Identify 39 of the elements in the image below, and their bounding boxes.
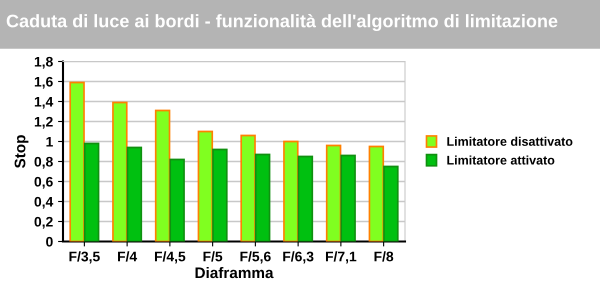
chart-title: Caduta di luce ai bordi - funzionalità dell'algoritmo di limitazione (6, 14, 558, 32)
y-tick-label: 1 (46, 136, 53, 147)
x-tick-label: F/4,5 (154, 251, 186, 264)
x-tick-label: F/7,1 (326, 251, 356, 264)
y-tick-label: 0,4 (34, 196, 54, 209)
y-tick-label: 0,8 (34, 156, 53, 169)
y-tick-label: 0,6 (34, 176, 53, 189)
x-tick-label: F/5 (204, 251, 222, 262)
bar (254, 154, 270, 242)
bar (212, 148, 228, 242)
bar (298, 156, 314, 242)
legend-label: Limitatore disattivato (447, 136, 572, 146)
bar (383, 166, 399, 242)
bar (126, 146, 142, 242)
y-tick-label: 0 (46, 236, 53, 247)
bar (112, 102, 128, 242)
x-tick-label: F/8 (374, 251, 394, 262)
y-axis-title: Stop (14, 135, 28, 168)
bar (154, 110, 170, 242)
y-tick-label: 0,2 (34, 216, 53, 229)
bar (368, 146, 384, 242)
bar (84, 142, 100, 242)
bar (169, 158, 185, 242)
legend-label: Limitatore attivato (447, 155, 554, 165)
x-tick-label: F/4 (118, 251, 138, 262)
bar (240, 134, 256, 242)
bar (326, 144, 342, 242)
y-tick-label: 1,6 (34, 76, 53, 89)
x-tick-label: F/3,5 (69, 251, 100, 264)
bar (69, 82, 85, 242)
y-tick-label: 1,8 (34, 56, 53, 69)
y-tick-label: 1,4 (34, 96, 54, 109)
bar (340, 154, 356, 242)
bar (283, 140, 299, 242)
bar (198, 130, 214, 242)
x-tick-label: F/6,3 (283, 251, 314, 264)
x-tick-label: F/5,6 (240, 251, 271, 264)
y-tick-label: 1,2 (34, 116, 53, 129)
x-axis-title: Diaframma (196, 266, 274, 278)
